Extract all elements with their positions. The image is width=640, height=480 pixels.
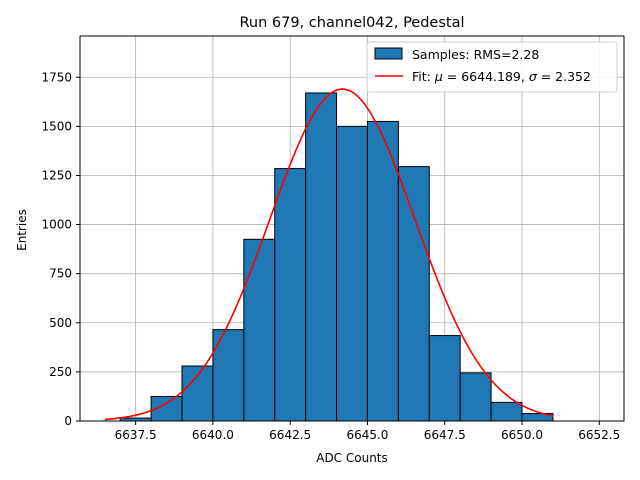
x-tick-label-3: 6645.0: [346, 428, 388, 442]
histogram-bar-8: [366, 120, 399, 422]
histogram-bar-12: [490, 401, 523, 422]
y-tick-label-6: 1500: [41, 119, 72, 133]
y-tick-label-0: 0: [64, 414, 72, 428]
histogram-bar-11: [459, 372, 492, 422]
histogram-bar-5: [274, 168, 307, 422]
legend-swatch-samples: [374, 47, 403, 60]
y-tick-label-4: 1000: [41, 218, 72, 232]
x-tick-label-4: 6647.5: [424, 428, 466, 442]
chart-title: Run 679, channel042, Pedestal: [239, 15, 464, 31]
fit-curve: [104, 88, 554, 421]
histogram-bar-7: [336, 125, 368, 422]
x-tick-label-0: 6637.5: [115, 428, 157, 442]
y-tick-label-1: 250: [49, 365, 72, 379]
y-tick-label-5: 1250: [41, 168, 72, 182]
x-axis-label: ADC Counts: [316, 451, 388, 465]
y-tick-label-3: 750: [49, 267, 72, 281]
legend: Samples: RMS=2.28 Fit: μ = 6644.189, σ =…: [366, 41, 618, 93]
histogram-bar-10: [428, 335, 461, 422]
legend-label-samples: Samples: RMS=2.28: [412, 47, 539, 62]
y-axis-label: Entries: [15, 209, 29, 251]
x-tick-label-5: 6650.0: [501, 428, 543, 442]
histogram-bar-6: [305, 92, 338, 422]
y-tick-label-7: 1750: [41, 70, 72, 84]
plot-area: 6637.5 6640.0 6642.5 6645.0 6647.5 6650.0 6652…: [41, 35, 625, 442]
x-tick-label-1: 6640.0: [192, 428, 234, 442]
y-tick-label-2: 500: [49, 316, 72, 330]
axes-frame: [79, 35, 625, 422]
legend-fit-sigma-symbol: σ: [529, 69, 538, 84]
legend-fit-mu-value: = 6644.189,: [443, 69, 529, 84]
legend-frame: [366, 41, 618, 93]
legend-label-fit: Fit: μ = 6644.189, σ = 2.352: [412, 69, 591, 84]
histogram-bar-4: [243, 238, 276, 422]
legend-fit-prefix: Fit:: [412, 69, 435, 84]
legend-fit-mu-symbol: μ: [434, 69, 443, 84]
x-tick-label-2: 6642.5: [269, 428, 311, 442]
legend-fit-sigma-value: = 2.352: [537, 69, 591, 84]
histogram-bar-9: [397, 166, 430, 422]
x-tick-label-6: 6652.5: [578, 428, 620, 442]
